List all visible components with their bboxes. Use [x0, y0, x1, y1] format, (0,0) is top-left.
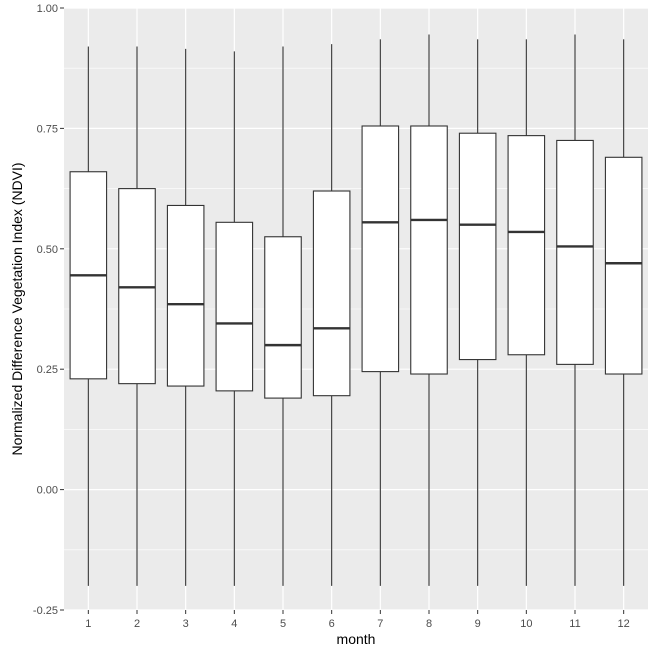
x-tick-label: 11	[569, 618, 580, 630]
x-axis: 1 2 3 4 5 6 7 8 9 10 11 12	[85, 610, 630, 630]
y-tick-label: -0.25	[33, 605, 58, 617]
box-iqr	[215, 221, 254, 392]
x-tick-label: 8	[426, 618, 432, 630]
y-tick-label: 1.00	[37, 3, 58, 15]
box-month-1	[69, 46, 108, 586]
y-tick-label: 0.75	[37, 123, 58, 135]
y-tick-label: 0.00	[37, 485, 58, 497]
box-iqr	[410, 125, 448, 375]
box-month-5	[264, 46, 302, 586]
box-month-11	[556, 34, 594, 586]
box-iqr	[312, 190, 351, 397]
box-iqr	[361, 125, 400, 373]
x-tick-label: 10	[520, 618, 532, 630]
box-month-4	[215, 51, 254, 586]
y-axis: -0.25 0.00 0.25 0.50 0.75 1.00	[33, 3, 64, 617]
box-iqr	[556, 139, 594, 365]
x-tick-label: 3	[183, 618, 189, 630]
y-tick-label: 0.50	[37, 244, 58, 256]
x-tick-label: 12	[618, 618, 630, 630]
box-iqr	[166, 204, 205, 387]
box-iqr	[458, 132, 497, 361]
box-iqr	[604, 156, 643, 375]
x-tick-label: 7	[377, 618, 383, 630]
x-tick-label: 5	[280, 618, 286, 630]
box-iqr	[118, 188, 156, 385]
x-tick-label: 2	[134, 618, 140, 630]
x-axis-title: month	[337, 631, 376, 647]
box-month-9	[458, 39, 497, 586]
y-axis-title: Normalized Difference Vegetation Index (…	[9, 162, 25, 455]
x-tick-label: 9	[475, 618, 481, 630]
box-month-6	[312, 44, 351, 586]
box-iqr	[507, 135, 546, 356]
x-tick-label: 4	[231, 618, 237, 630]
box-month-2	[118, 46, 156, 586]
box-month-7	[361, 39, 400, 586]
boxes-layer	[69, 34, 643, 586]
box-iqr	[264, 236, 302, 399]
y-tick-label: 0.25	[37, 364, 58, 376]
box-month-8	[410, 34, 448, 586]
x-tick-label: 6	[329, 618, 335, 630]
box-month-10	[507, 39, 546, 586]
x-tick-label: 1	[85, 618, 91, 630]
box-month-3	[166, 48, 205, 586]
minor-gridlines	[64, 67, 648, 551]
box-month-12	[604, 39, 643, 586]
